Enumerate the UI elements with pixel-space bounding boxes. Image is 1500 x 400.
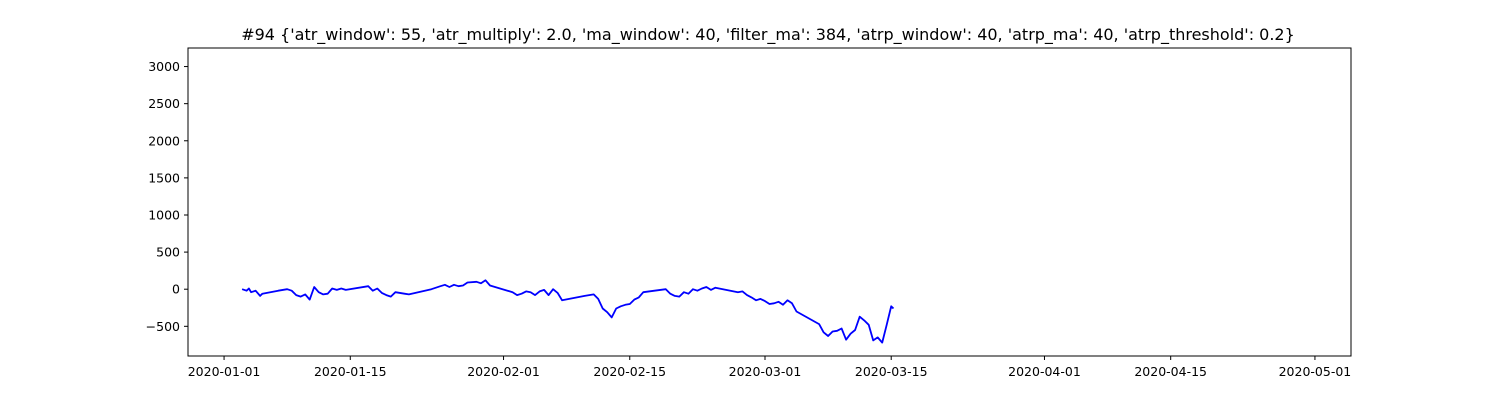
y-tick-label: 1500 xyxy=(148,170,180,185)
y-tick-label: 0 xyxy=(172,282,180,297)
x-tick-label: 2020-03-15 xyxy=(855,364,928,379)
y-tick-label: 3000 xyxy=(148,59,180,74)
x-tick-label: 2020-05-01 xyxy=(1279,364,1352,379)
x-tick-label: 2020-02-15 xyxy=(593,364,666,379)
x-tick-label: 2020-04-15 xyxy=(1134,364,1207,379)
x-tick-label: 2020-03-01 xyxy=(729,364,802,379)
y-tick-label: 500 xyxy=(156,245,180,260)
y-tick-label: 2000 xyxy=(148,133,180,148)
y-tick-label: 1000 xyxy=(148,207,180,222)
y-tick-label: 2500 xyxy=(148,96,180,111)
y-tick-label: −500 xyxy=(146,319,180,334)
x-tick-label: 2020-01-15 xyxy=(314,364,387,379)
x-axis: 2020-01-01 2020-01-15 2020-02-01 2020-02-15… xyxy=(188,356,1352,379)
plot-area xyxy=(187,47,1352,357)
chart-title: #94 {'atr_window': 55, 'atr_multiply': 2… xyxy=(241,25,1295,45)
series-line xyxy=(241,279,895,344)
y-axis: −500 0 500 1000 1500 2000 2500 3000 xyxy=(146,59,188,334)
x-tick-label: 2020-02-01 xyxy=(467,364,540,379)
x-tick-label: 2020-01-01 xyxy=(188,364,261,379)
x-tick-label: 2020-04-01 xyxy=(1008,364,1081,379)
